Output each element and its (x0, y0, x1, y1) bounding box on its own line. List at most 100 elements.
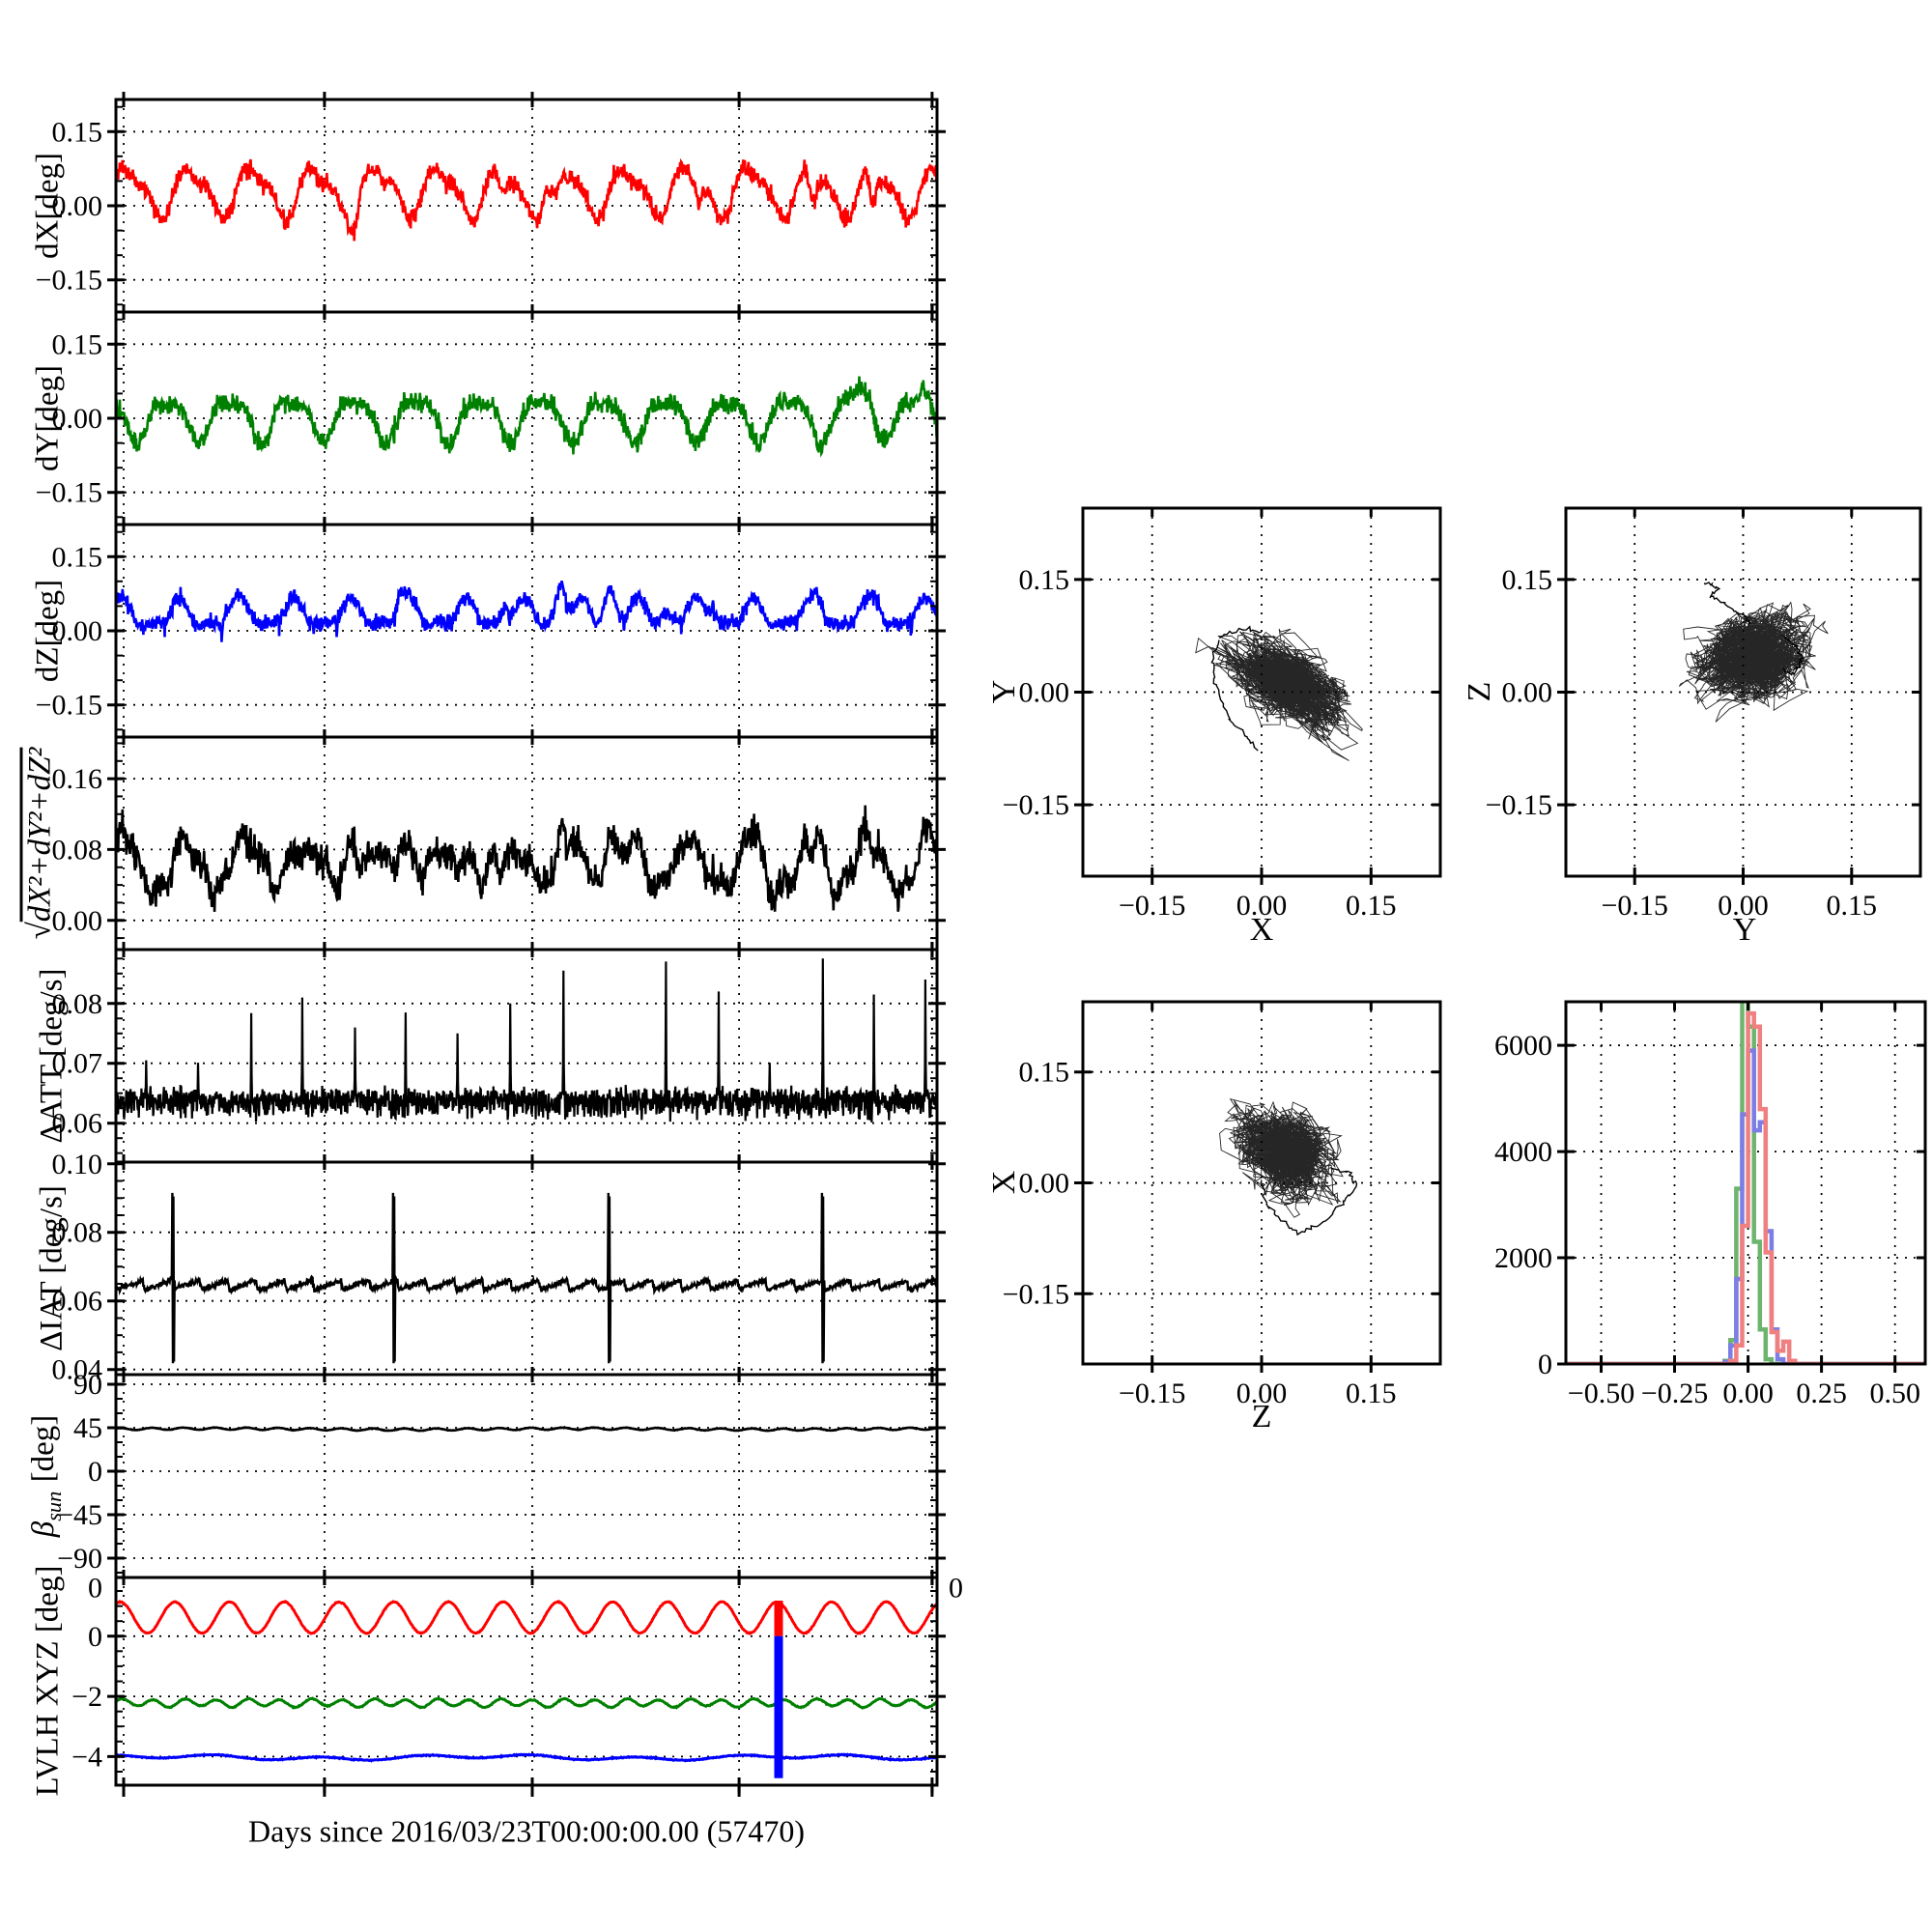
y-tick-label: −0.15 (36, 477, 102, 509)
series-line (116, 958, 937, 1123)
x-tick-label: 0.25 (1796, 1378, 1847, 1409)
y-tick-label: 0.15 (1502, 564, 1553, 596)
y-tick-label: 0.15 (52, 116, 103, 148)
series-line (116, 581, 937, 642)
panel-dX: 0.15 0.00 −0.15 (36, 92, 946, 320)
y-tick-label: −0.15 (1003, 789, 1069, 821)
series-line (116, 805, 937, 912)
extra-zero-label: 0 (88, 1572, 102, 1604)
ylabel-beta-sun: βsun [deg] (26, 1415, 67, 1537)
y-tick-label: 0.00 (1502, 677, 1553, 709)
panel-frame (1564, 1000, 1927, 1366)
ylabel-scatter-x: X (986, 1170, 1022, 1195)
ylabel-dx: dX[deg] (30, 153, 66, 259)
scatter-cloud (1219, 1097, 1358, 1236)
xlabel-scatter-z: Z (1251, 1399, 1272, 1435)
y-tick-label: 0.15 (1019, 564, 1070, 596)
y-tick-label: −0.15 (1486, 789, 1552, 821)
hist-series-dZ (1566, 1048, 1925, 1364)
scatter-tail (1210, 639, 1259, 752)
panel-scatter-z_vs_y: −0.15 0.00 0.15 0.15 0.00 −0.15 (1486, 506, 1922, 922)
y-tick-label: 0.06 (52, 1108, 103, 1140)
series-magnitude (116, 805, 937, 912)
y-tick-label: 4000 (1494, 1136, 1552, 1168)
series-dATT (116, 958, 937, 1123)
scatter-tail (1219, 625, 1263, 639)
scatter-trace (1195, 628, 1363, 761)
panel-scatter-x_vs_z: −0.15 0.00 0.15 0.15 0.00 −0.15 (1003, 1000, 1442, 1409)
ylabel-datt: ΔATT [deg/s] (34, 968, 70, 1144)
panel-frame (114, 1160, 939, 1377)
y-tick-label: 45 (73, 1412, 102, 1444)
y-tick-label: 90 (73, 1369, 102, 1401)
radical-sign: √ (22, 922, 58, 940)
x-tick-label: 0.00 (1718, 890, 1769, 922)
scatter-tail (1781, 634, 1804, 677)
y-tick-label: 0 (88, 1456, 102, 1488)
y-tick-label: 0.15 (52, 541, 103, 573)
panel-dATT: 0.08 0.07 0.06 (52, 942, 946, 1170)
y-tick-label: −90 (57, 1543, 102, 1575)
series-line (116, 157, 937, 242)
scatter-tail (1260, 1167, 1358, 1236)
x-tick-label: −0.15 (1119, 1378, 1185, 1409)
series-line (116, 1425, 937, 1433)
series-lvlh-y (116, 1696, 937, 1710)
histogram-curves (1566, 1002, 1925, 1364)
scatter-cloud (1678, 582, 1829, 723)
ylabel-scatter-y: Y (986, 679, 1022, 704)
x-tick-label: 0.15 (1827, 890, 1878, 922)
panel-frame (114, 948, 939, 1164)
y-tick-label: 0.07 (52, 1048, 103, 1080)
y-tick-label: 0.16 (52, 763, 103, 795)
series-lvlh-z (116, 1751, 937, 1763)
ylabel-scatter-z: Z (1462, 681, 1497, 702)
y-tick-label: 0.15 (52, 328, 103, 360)
series-dY (116, 376, 937, 458)
panel-beta_sun: 90 45 0 −45 −90 (57, 1367, 946, 1585)
x-tick-label: −0.50 (1568, 1378, 1634, 1409)
x-tick-label: 0.50 (1869, 1378, 1920, 1409)
panel-histogram: −0.50 −0.25 0.00 0.25 0.50 6000 4000 2000 0 (1494, 1000, 1927, 1409)
hist-series-dY (1566, 1002, 1925, 1364)
series-line (116, 1192, 937, 1364)
x-tick-label: 0.00 (1722, 1378, 1774, 1409)
y-tick-label: 0.00 (52, 615, 103, 647)
y-tick-label: 0.08 (52, 1217, 103, 1249)
y-tick-label: 0.15 (1019, 1057, 1070, 1089)
x-tick-label: 0.00 (1236, 890, 1288, 922)
panel-dIAT: 0.10 0.08 0.06 0.04 (52, 1149, 946, 1386)
hist-series-dX (1566, 1010, 1925, 1364)
xlabel-days: Days since 2016/03/23T00:00:00.00 (57470… (248, 1813, 805, 1849)
x-tick-label: 0.15 (1346, 890, 1397, 922)
ylabel-dz: dZ[deg] (30, 579, 66, 683)
panel-frame (114, 1373, 939, 1579)
y-tick-label: −2 (71, 1681, 102, 1713)
y-tick-label: 0.10 (52, 1149, 103, 1180)
panel-scatter-y_vs_x: −0.15 0.00 0.15 0.15 0.00 −0.15 (1003, 506, 1442, 922)
beta-symbol: β (26, 1520, 62, 1538)
x-tick-label: −0.25 (1641, 1378, 1708, 1409)
ylabel-lvlh: LVLH XYZ [deg] (30, 1565, 66, 1797)
y-tick-label: 0.00 (52, 403, 103, 435)
x-tick-label: 0.15 (1346, 1378, 1397, 1409)
ylabel-magnitude: √dX²+dY²+dZ² (23, 748, 59, 940)
y-tick-label: 2000 (1494, 1242, 1552, 1274)
y-tick-label: 0.08 (52, 834, 103, 866)
x-tick-label: 0.00 (1236, 1378, 1288, 1409)
series-line (116, 376, 937, 458)
y-tick-label: 0.06 (52, 1286, 103, 1318)
beta-subscript: sun (41, 1491, 66, 1521)
extra-zero-label: 0 (949, 1572, 963, 1604)
y-tick-label: 0.04 (52, 1354, 103, 1386)
series-dIAT (116, 1192, 937, 1364)
y-tick-label: −45 (57, 1499, 102, 1531)
x-tick-label: −0.15 (1601, 890, 1667, 922)
scatter-trace (1219, 1097, 1344, 1218)
y-tick-label: 0 (1538, 1349, 1552, 1380)
y-tick-label: 6000 (1494, 1030, 1552, 1062)
scatter-cloud (1195, 625, 1363, 761)
y-tick-label: 0.00 (1019, 677, 1070, 709)
panel-lvlh_xyz: 0 −2 −4 0 0 (71, 1570, 963, 1793)
